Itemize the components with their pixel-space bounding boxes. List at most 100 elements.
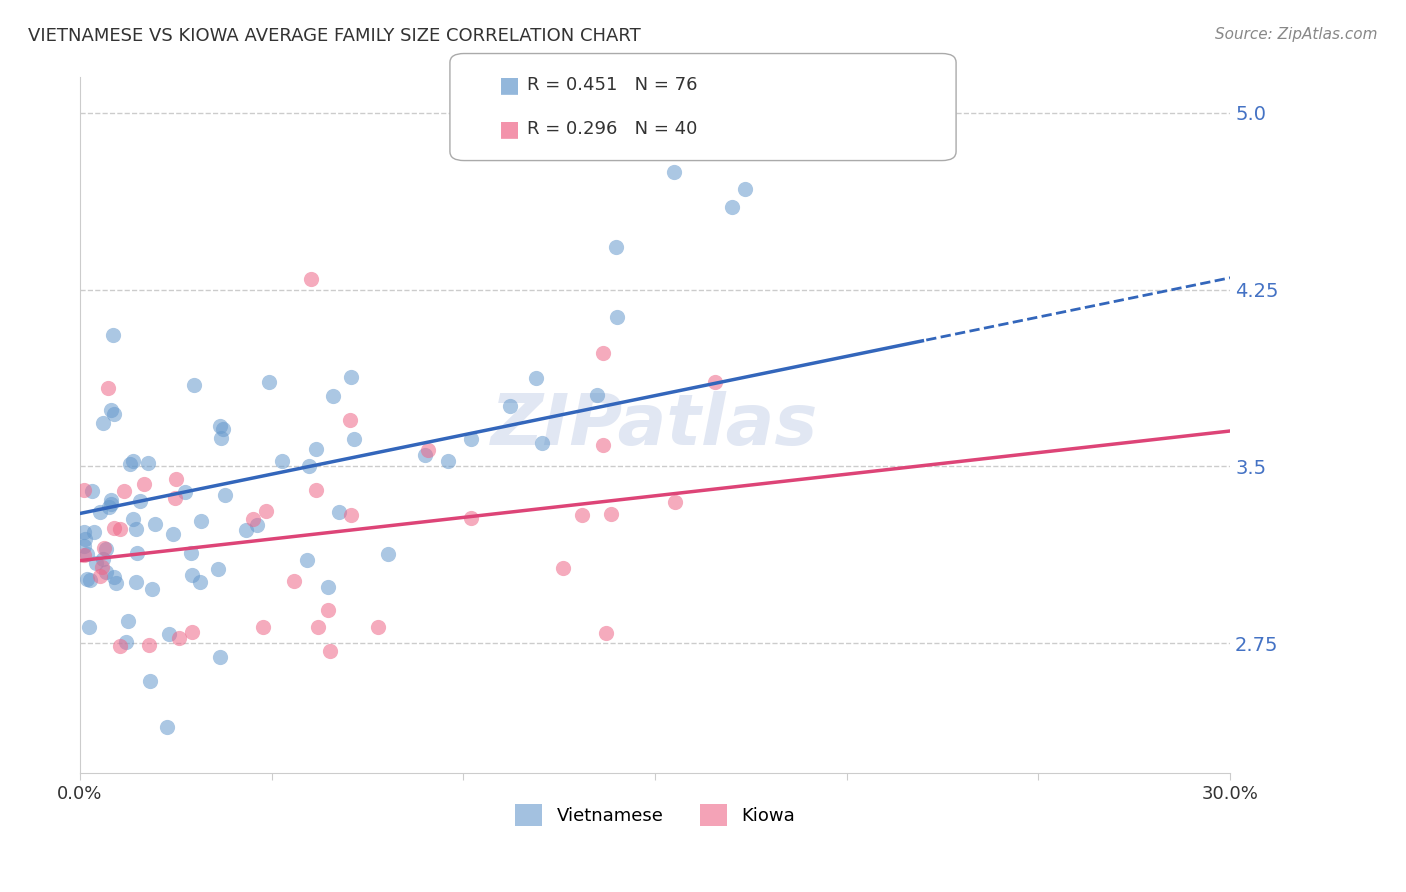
Vietnamese (91, 551, 114, 566)
Kiowa (416, 443, 439, 458)
Text: ■: ■ (499, 120, 520, 139)
Vietnamese (75, 532, 97, 546)
Kiowa (460, 511, 482, 525)
Vietnamese (322, 389, 344, 403)
Vietnamese (208, 418, 231, 433)
Kiowa (138, 639, 160, 653)
Vietnamese (606, 310, 628, 325)
Vietnamese (121, 454, 143, 468)
Vietnamese (530, 435, 553, 450)
Vietnamese (605, 240, 627, 254)
Vietnamese (328, 505, 350, 519)
Kiowa (181, 625, 204, 640)
Kiowa (89, 568, 111, 582)
Text: ■: ■ (499, 75, 520, 95)
Vietnamese (524, 371, 547, 385)
Vietnamese (73, 539, 96, 553)
Vietnamese (103, 328, 125, 343)
Vietnamese (91, 416, 114, 430)
Vietnamese (80, 483, 103, 498)
Vietnamese (190, 515, 212, 529)
Vietnamese (208, 650, 231, 665)
Vietnamese (162, 526, 184, 541)
Kiowa (319, 643, 342, 657)
Vietnamese (79, 574, 101, 588)
Kiowa (339, 413, 361, 427)
Legend: Vietnamese, Kiowa: Vietnamese, Kiowa (508, 797, 803, 833)
Vietnamese (209, 431, 232, 445)
Text: R = 0.296   N = 40: R = 0.296 N = 40 (527, 120, 697, 138)
Text: VIETNAMESE VS KIOWA AVERAGE FAMILY SIZE CORRELATION CHART: VIETNAMESE VS KIOWA AVERAGE FAMILY SIZE … (28, 27, 641, 45)
Kiowa (165, 491, 187, 505)
Vietnamese (83, 525, 105, 540)
Kiowa (703, 375, 725, 389)
Vietnamese (318, 580, 340, 594)
Vietnamese (585, 388, 607, 402)
Vietnamese (157, 627, 180, 641)
Vietnamese (139, 674, 162, 689)
Vietnamese (257, 375, 280, 389)
Vietnamese (121, 512, 143, 526)
Vietnamese (129, 493, 152, 508)
Vietnamese (84, 556, 107, 570)
Vietnamese (339, 370, 361, 384)
Vietnamese (180, 546, 202, 560)
Kiowa (367, 620, 389, 634)
Vietnamese (188, 574, 211, 589)
Vietnamese (120, 457, 142, 471)
Kiowa (73, 548, 96, 562)
Kiowa (316, 603, 339, 617)
Vietnamese (305, 442, 328, 457)
Vietnamese (76, 547, 98, 561)
Vietnamese (89, 505, 111, 519)
Kiowa (571, 508, 593, 522)
Kiowa (112, 483, 135, 498)
Vietnamese (207, 562, 229, 576)
Kiowa (108, 522, 131, 536)
Kiowa (165, 472, 187, 486)
Vietnamese (155, 720, 177, 734)
Kiowa (167, 631, 190, 645)
Kiowa (551, 561, 574, 575)
Vietnamese (124, 575, 146, 590)
Vietnamese (246, 518, 269, 533)
Vietnamese (173, 485, 195, 500)
Kiowa (599, 507, 621, 521)
Vietnamese (143, 516, 166, 531)
Vietnamese (720, 200, 742, 214)
Vietnamese (94, 541, 117, 556)
Kiowa (93, 541, 115, 555)
Vietnamese (73, 524, 96, 539)
Vietnamese (114, 634, 136, 648)
Kiowa (305, 483, 328, 498)
Text: R = 0.451   N = 76: R = 0.451 N = 76 (527, 76, 697, 94)
Vietnamese (235, 523, 257, 537)
Vietnamese (181, 568, 204, 582)
Kiowa (132, 476, 155, 491)
Kiowa (283, 574, 305, 588)
Kiowa (91, 560, 114, 574)
Vietnamese (97, 500, 120, 514)
Kiowa (664, 495, 686, 509)
Kiowa (740, 778, 762, 792)
Kiowa (595, 626, 617, 640)
Vietnamese (127, 546, 149, 560)
Kiowa (299, 272, 322, 286)
Kiowa (307, 620, 329, 634)
Kiowa (103, 521, 125, 535)
Vietnamese (136, 456, 159, 470)
Vietnamese (664, 165, 686, 179)
Vietnamese (270, 453, 292, 467)
Vietnamese (117, 615, 139, 629)
Kiowa (339, 508, 361, 523)
Vietnamese (105, 575, 128, 590)
Kiowa (529, 778, 551, 792)
Vietnamese (295, 552, 318, 566)
Vietnamese (100, 493, 122, 508)
Vietnamese (103, 407, 125, 421)
Vietnamese (212, 422, 235, 436)
Vietnamese (298, 458, 321, 473)
Vietnamese (100, 402, 122, 417)
Vietnamese (343, 432, 366, 446)
Kiowa (242, 512, 264, 526)
